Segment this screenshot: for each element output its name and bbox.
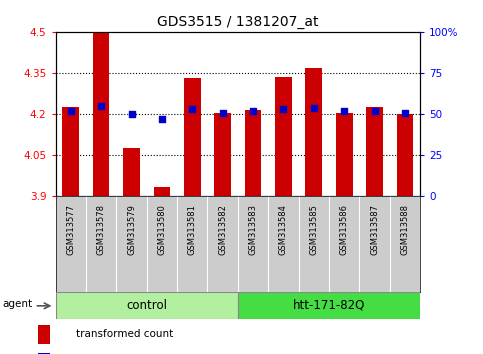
Bar [336, 113, 353, 196]
Point [249, 108, 257, 114]
Bar [305, 68, 322, 196]
Point [341, 108, 348, 114]
Text: agent: agent [3, 299, 33, 309]
Point [401, 110, 409, 115]
Text: htt-171-82Q: htt-171-82Q [293, 299, 365, 312]
Bar [397, 114, 413, 196]
Bar [184, 79, 200, 196]
Bar [275, 77, 292, 196]
Text: GSM313587: GSM313587 [370, 204, 379, 255]
Text: GSM313583: GSM313583 [249, 204, 257, 255]
Text: GSM313581: GSM313581 [188, 204, 197, 255]
Title: GDS3515 / 1381207_at: GDS3515 / 1381207_at [157, 16, 319, 29]
Text: GSM313582: GSM313582 [218, 204, 227, 255]
Text: GSM313577: GSM313577 [66, 204, 75, 255]
Bar [56, 292, 238, 319]
Bar [62, 107, 79, 196]
Bar [38, 325, 50, 343]
Bar [245, 110, 261, 196]
Text: transformed count: transformed count [76, 330, 173, 339]
Point [310, 105, 318, 110]
Text: GSM313580: GSM313580 [157, 204, 167, 255]
Point [128, 111, 135, 117]
Text: GSM313585: GSM313585 [309, 204, 318, 255]
Point [219, 110, 227, 115]
Bar [38, 353, 50, 354]
Bar [154, 187, 170, 196]
Point [188, 107, 196, 112]
Point [67, 108, 74, 114]
Bar [238, 292, 420, 319]
Text: control: control [126, 299, 167, 312]
Point [371, 108, 379, 114]
Text: GSM313588: GSM313588 [400, 204, 410, 255]
Text: GSM313586: GSM313586 [340, 204, 349, 255]
Bar [123, 148, 140, 196]
Text: GSM313584: GSM313584 [279, 204, 288, 255]
Point [97, 103, 105, 109]
Bar [93, 32, 110, 196]
Bar [214, 113, 231, 196]
Point [280, 107, 287, 112]
Text: GSM313579: GSM313579 [127, 204, 136, 255]
Point [158, 116, 166, 122]
Bar [366, 107, 383, 196]
Text: GSM313578: GSM313578 [97, 204, 106, 255]
